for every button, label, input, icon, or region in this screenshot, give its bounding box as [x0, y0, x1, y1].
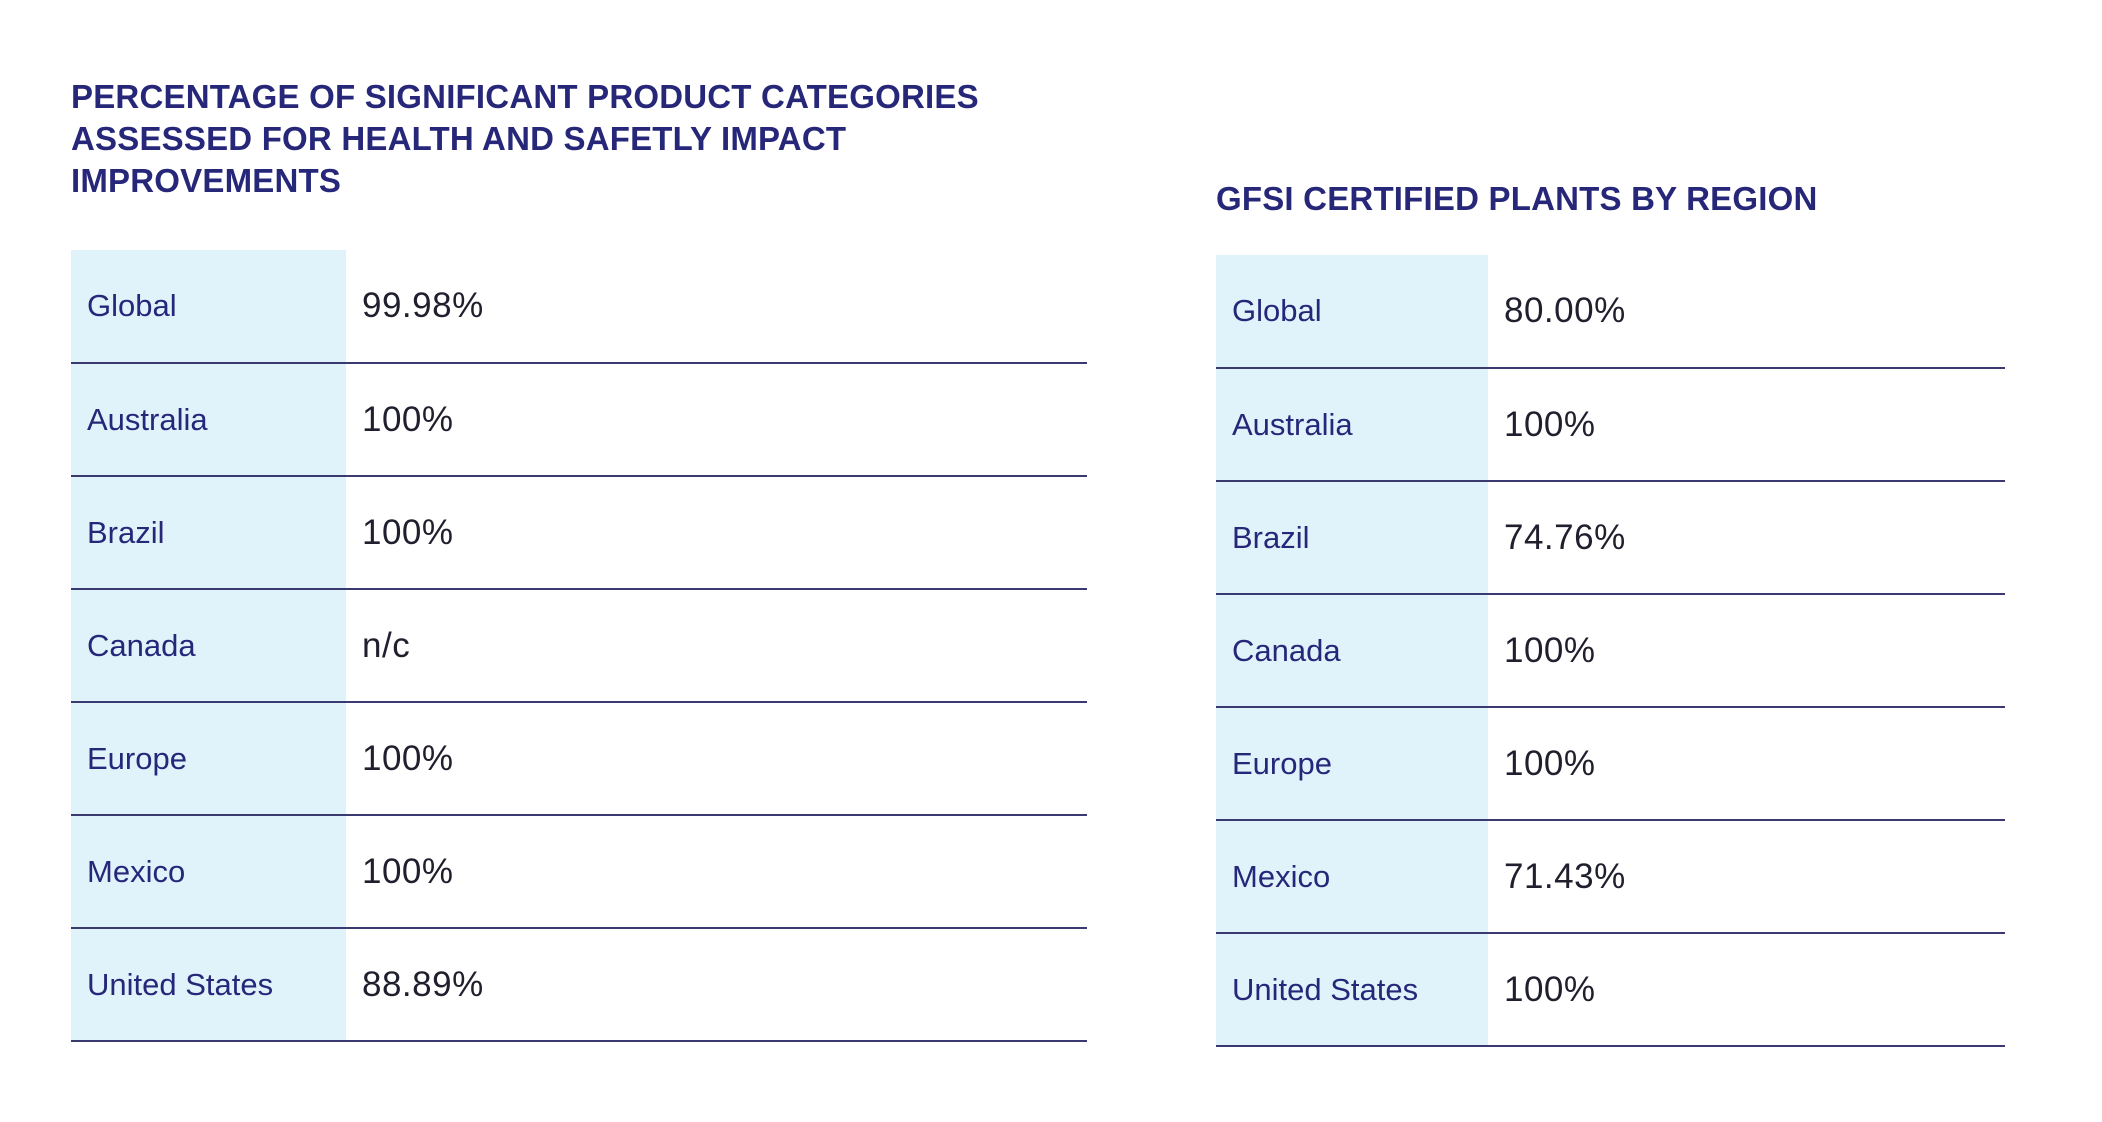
table-row: Europe 100%: [1216, 707, 2005, 821]
value-cell: 100%: [1488, 707, 2005, 821]
value-cell: 80.00%: [1488, 255, 2005, 369]
value-cell: 71.43%: [1488, 820, 2005, 934]
table-row: Europe 100%: [71, 702, 1087, 816]
region-cell: Australia: [71, 363, 346, 477]
gfsi-plants-title: GFSI CERTIFIED PLANTS BY REGION: [1216, 180, 1818, 217]
table-row: Brazil 100%: [71, 476, 1087, 590]
table-row: Canada n/c: [71, 589, 1087, 703]
gfsi-plants-table: Global 80.00% Australia 100% Brazil 74.7…: [1216, 255, 2005, 1047]
table-row: Brazil 74.76%: [1216, 481, 2005, 595]
region-cell: Europe: [1216, 707, 1488, 821]
product-categories-title: PERCENTAGE OF SIGNIFICANT PRODUCT CATEGO…: [71, 76, 1071, 202]
value-cell: 100%: [346, 476, 1087, 590]
table-row: Canada 100%: [1216, 594, 2005, 708]
value-cell: 100%: [1488, 368, 2005, 482]
table-row: United States 88.89%: [71, 928, 1087, 1042]
table-row: Global 80.00%: [1216, 255, 2005, 369]
title-line-1: PERCENTAGE OF SIGNIFICANT PRODUCT CATEGO…: [71, 78, 979, 115]
region-cell: Mexico: [1216, 820, 1488, 934]
region-cell: Australia: [1216, 368, 1488, 482]
table-row: Mexico 100%: [71, 815, 1087, 929]
table-row: Mexico 71.43%: [1216, 820, 2005, 934]
region-cell: Mexico: [71, 815, 346, 929]
value-cell: 100%: [346, 363, 1087, 477]
region-cell: Brazil: [71, 476, 346, 590]
value-cell: 99.98%: [346, 250, 1087, 364]
table-row: Global 99.98%: [71, 250, 1087, 364]
value-cell: n/c: [346, 589, 1087, 703]
value-cell: 100%: [1488, 933, 2005, 1047]
value-cell: 100%: [346, 815, 1087, 929]
region-cell: Europe: [71, 702, 346, 816]
title-line-2: ASSESSED FOR HEALTH AND SAFETLY IMPACT: [71, 120, 847, 157]
table-row: United States 100%: [1216, 933, 2005, 1047]
value-cell: 100%: [1488, 594, 2005, 708]
value-cell: 88.89%: [346, 928, 1087, 1042]
region-cell: Canada: [71, 589, 346, 703]
value-cell: 74.76%: [1488, 481, 2005, 595]
region-cell: United States: [1216, 933, 1488, 1047]
region-cell: Canada: [1216, 594, 1488, 708]
region-cell: United States: [71, 928, 346, 1042]
region-cell: Global: [71, 250, 346, 364]
table-row: Australia 100%: [1216, 368, 2005, 482]
table-row: Australia 100%: [71, 363, 1087, 477]
region-cell: Global: [1216, 255, 1488, 369]
title-line-3: IMPROVEMENTS: [71, 162, 342, 199]
region-cell: Brazil: [1216, 481, 1488, 595]
value-cell: 100%: [346, 702, 1087, 816]
product-categories-table: Global 99.98% Australia 100% Brazil 100%…: [71, 250, 1087, 1042]
